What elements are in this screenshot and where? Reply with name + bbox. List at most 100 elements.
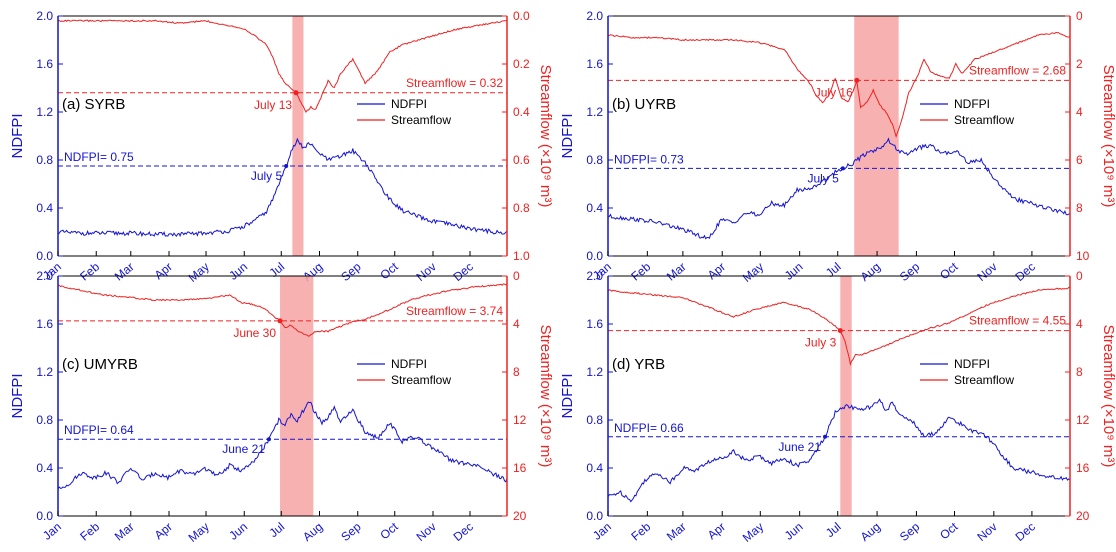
streamflow-cross-marker [293, 90, 299, 96]
streamflow-cross-marker [277, 318, 283, 324]
x-tick-label: Apr [705, 520, 728, 543]
left-axis-label: NDFPI [559, 374, 576, 419]
panel-label: (c) UMYRB [62, 356, 138, 373]
x-tick-label: Sep [897, 259, 923, 284]
x-tick-label: Nov [974, 260, 999, 284]
x-tick-label: Jan [40, 520, 64, 543]
streamflow-cross-label: July 16 [815, 85, 853, 99]
x-tick-label: Mar [664, 260, 689, 284]
x-tick-label: Jun [226, 520, 250, 543]
left-tick-label: 1.6 [586, 57, 603, 71]
x-tick-label: Nov [414, 260, 439, 284]
left-tick-label: 0.8 [586, 413, 603, 427]
x-tick-label: Dec [1013, 260, 1038, 284]
right-tick-label: 4 [513, 317, 520, 331]
streamflow-cross-marker [837, 328, 843, 334]
left-tick-label: 0.0 [586, 509, 603, 523]
left-tick-label: 0.0 [36, 509, 53, 523]
right-tick-label: 8 [1076, 365, 1083, 379]
right-tick-label: 12 [1076, 413, 1090, 427]
chart-panel-4: July 3 Streamflow = 4.55 NDFPI= 0.66 June 2… [559, 269, 1116, 545]
ndfpi-cross-marker [840, 166, 845, 171]
right-tick-label: 0.4 [513, 105, 530, 119]
streamflow-series-line [57, 283, 508, 337]
right-tick-label: 0 [1076, 269, 1083, 283]
left-tick-label: 0.4 [36, 201, 53, 215]
shaded-period [854, 16, 899, 256]
x-tick-label: Oct [377, 259, 401, 282]
x-tick-label: Aug [858, 260, 883, 284]
x-tick-label: Oct [937, 259, 961, 282]
chart-panel-1: July 13 Streamflow = 0.32 NDFPI= 0.75 July … [9, 9, 554, 285]
right-axis-label: Streamflow (×10⁹ m³) [1100, 65, 1116, 208]
right-tick-label: 2 [1076, 57, 1083, 71]
streamflow-threshold-label: Streamflow = 2.68 [969, 63, 1066, 77]
streamflow-threshold-label: Streamflow = 4.55 [969, 314, 1066, 328]
x-tick-label: Mar [664, 520, 689, 544]
streamflow-threshold-label: Streamflow = 3.74 [406, 304, 503, 318]
right-tick-label: 8 [513, 365, 520, 379]
left-axis-label: NDFPI [9, 114, 26, 159]
x-tick-label: May [186, 520, 212, 545]
streamflow-cross-label: July 3 [805, 336, 837, 350]
right-tick-label: 0.8 [513, 201, 530, 215]
shaded-period [292, 16, 304, 256]
x-tick-label: Dec [451, 520, 476, 544]
left-axis-label: NDFPI [559, 114, 576, 159]
left-tick-label: 0.0 [586, 249, 603, 263]
left-tick-label: 0.8 [36, 153, 53, 167]
streamflow-cross-label: July 13 [254, 98, 292, 112]
x-tick-label: Jun [782, 520, 806, 543]
legend-ndfpi-label: NDFPI [391, 97, 427, 111]
right-tick-label: 12 [513, 413, 527, 427]
x-tick-label: Aug [300, 520, 325, 544]
left-tick-label: 2.0 [586, 269, 603, 283]
x-tick-label: Oct [937, 519, 961, 542]
chart-panel-3: June 30 Streamflow = 3.74 NDFPI= 0.64 June … [9, 269, 554, 545]
right-tick-label: 0 [1076, 9, 1083, 23]
x-tick-label: Sep [338, 519, 364, 544]
left-tick-label: 2.0 [36, 9, 53, 23]
left-tick-label: 1.6 [586, 317, 603, 331]
ndfpi-cross-label: June 21 [778, 440, 821, 454]
right-tick-label: 8 [1076, 201, 1083, 215]
streamflow-cross-marker [854, 77, 860, 83]
right-tick-label: 10 [1076, 249, 1090, 263]
x-tick-label: Jan [590, 520, 614, 543]
ndfpi-cross-marker [284, 164, 289, 168]
x-tick-label: Mar [112, 520, 137, 544]
x-tick-label: Oct [377, 519, 401, 542]
x-tick-label: Dec [1013, 520, 1038, 544]
ndfpi-cross-label: July 5 [807, 171, 839, 185]
ndfpi-series-line [607, 137, 1071, 240]
right-tick-label: 4 [1076, 105, 1083, 119]
legend-streamflow-label: Streamflow [954, 113, 1014, 127]
left-tick-label: 0.4 [586, 461, 603, 475]
left-tick-label: 1.6 [36, 317, 53, 331]
ndfpi-series-line [607, 398, 1071, 503]
left-tick-label: 0.4 [36, 461, 53, 475]
left-tick-label: 1.2 [586, 365, 603, 379]
right-tick-label: 0.6 [513, 153, 530, 167]
left-tick-label: 1.2 [36, 105, 53, 119]
streamflow-cross-label: June 30 [233, 326, 276, 340]
x-tick-label: Nov [974, 520, 999, 544]
x-tick-label: Mar [112, 260, 137, 284]
x-tick-label: Feb [77, 519, 102, 543]
left-tick-label: 0.0 [36, 249, 53, 263]
right-tick-label: 0.0 [513, 9, 530, 23]
legend-streamflow-label: Streamflow [391, 113, 451, 127]
x-tick-label: Jun [226, 260, 250, 283]
ndfpi-cross-marker [266, 437, 271, 442]
legend-ndfpi-label: NDFPI [391, 357, 427, 371]
x-tick-label: Aug [858, 520, 883, 544]
x-tick-label: Jul [266, 520, 287, 541]
ndfpi-cross-label: June 21 [222, 442, 265, 456]
streamflow-series-line [57, 19, 508, 113]
right-tick-label: 0.2 [513, 57, 530, 71]
ndfpi-threshold-label: NDFPI= 0.73 [614, 152, 684, 166]
left-tick-label: 2.0 [586, 9, 603, 23]
x-tick-label: Sep [897, 519, 923, 544]
x-tick-label: Nov [414, 520, 439, 544]
